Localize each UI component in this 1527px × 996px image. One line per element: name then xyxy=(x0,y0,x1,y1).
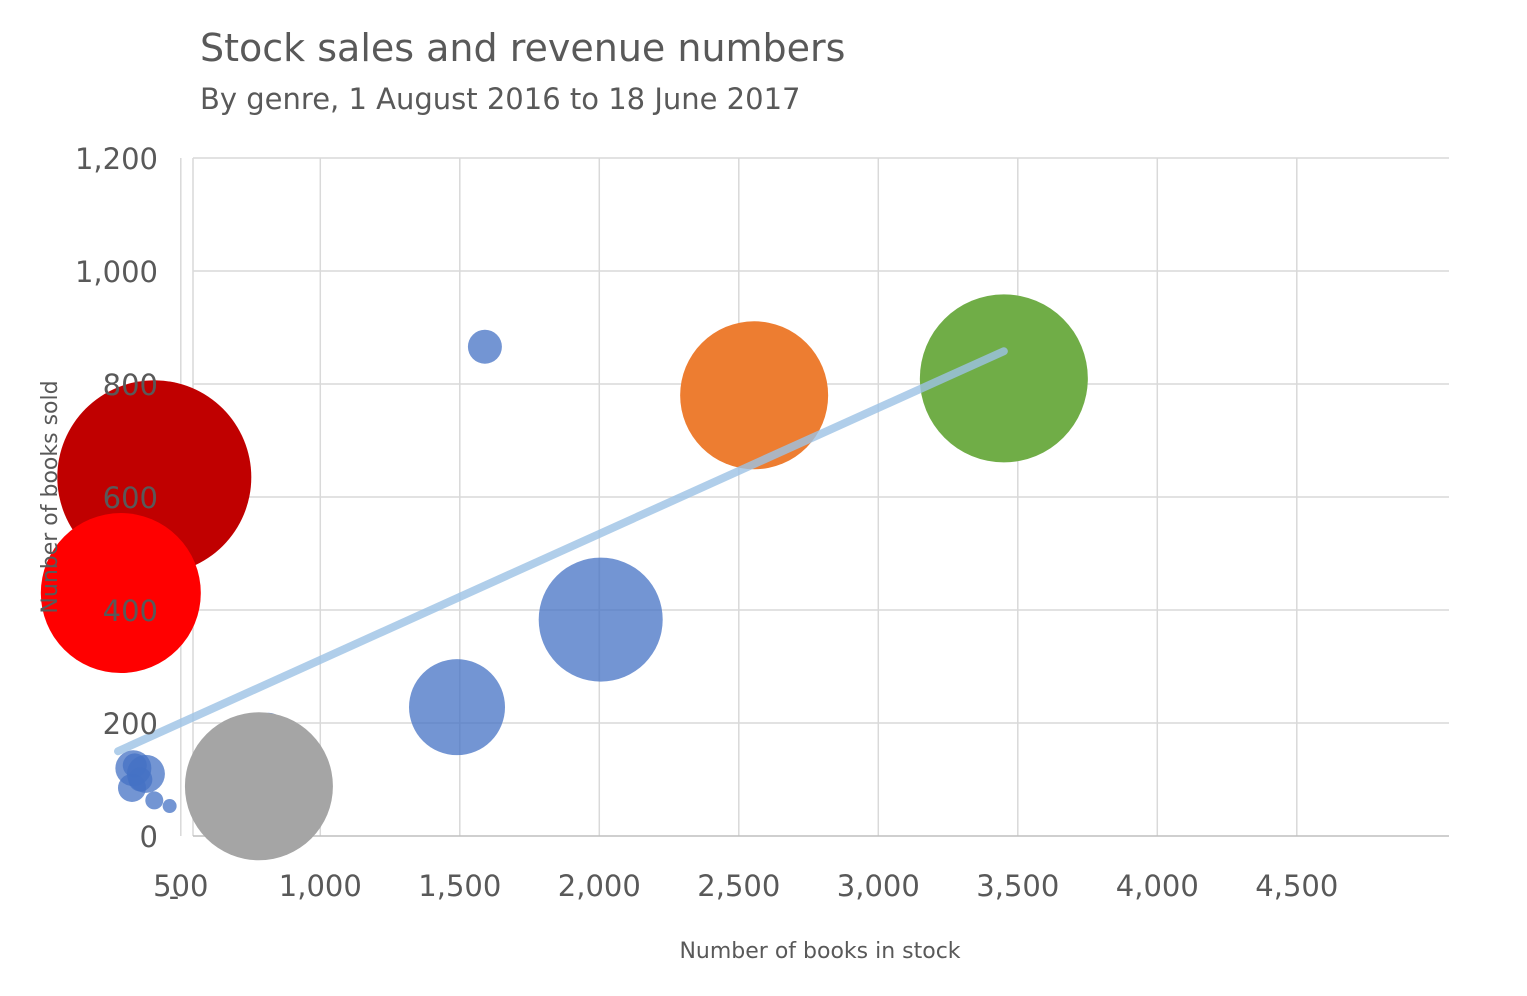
x-tick-label: 500 xyxy=(153,869,208,903)
bubble-point xyxy=(409,659,506,756)
y-axis-title: Nunber of books sold xyxy=(38,380,63,613)
bubbles xyxy=(40,294,1088,861)
chart-subtitle: By genre, 1 August 2016 to 18 June 2017 xyxy=(200,82,801,116)
x-axis-ticks: -500 1,000 1,500 2,000 2,500 3,000 3,500 4,000 4… xyxy=(153,869,1338,913)
x-tick-label: - xyxy=(169,879,179,913)
trendline xyxy=(114,347,1008,756)
x-tick-label: 2,000 xyxy=(558,869,641,903)
y-tick-label: 600 xyxy=(103,481,158,515)
chart-title: Stock sales and revenue numbers xyxy=(200,26,846,70)
bubble-point xyxy=(680,321,829,470)
y-tick-label: 200 xyxy=(103,707,158,741)
y-tick-label: 0 xyxy=(140,820,158,854)
bubble-point xyxy=(538,557,663,682)
x-tick-label: 4,000 xyxy=(1116,869,1199,903)
x-tick-label: 3,500 xyxy=(976,869,1059,903)
x-tick-label: 1,500 xyxy=(418,869,501,903)
x-tick-label: 4,500 xyxy=(1255,869,1338,903)
bubble-point xyxy=(467,329,502,364)
y-axis-ticks: 0 200 400 600 800 1,000 1,200 xyxy=(75,142,158,854)
gridlines xyxy=(180,157,1449,837)
y-tick-label: 1,200 xyxy=(75,142,158,176)
x-tick-label: 3,000 xyxy=(837,869,920,903)
y-tick-label: 400 xyxy=(103,594,158,628)
y-tick-label: 1,000 xyxy=(75,255,158,289)
x-tick-label: 1,000 xyxy=(279,869,362,903)
bubble-point xyxy=(162,799,177,814)
x-axis-title: Number of books in stock xyxy=(679,939,960,964)
bubble-point xyxy=(919,294,1088,463)
bubble-point xyxy=(184,712,333,861)
bubble-point xyxy=(40,513,201,674)
bubble-point xyxy=(117,773,146,802)
bubble-point xyxy=(145,791,164,810)
y-tick-label: 800 xyxy=(103,368,158,402)
x-tick-label: 2,500 xyxy=(697,869,780,903)
